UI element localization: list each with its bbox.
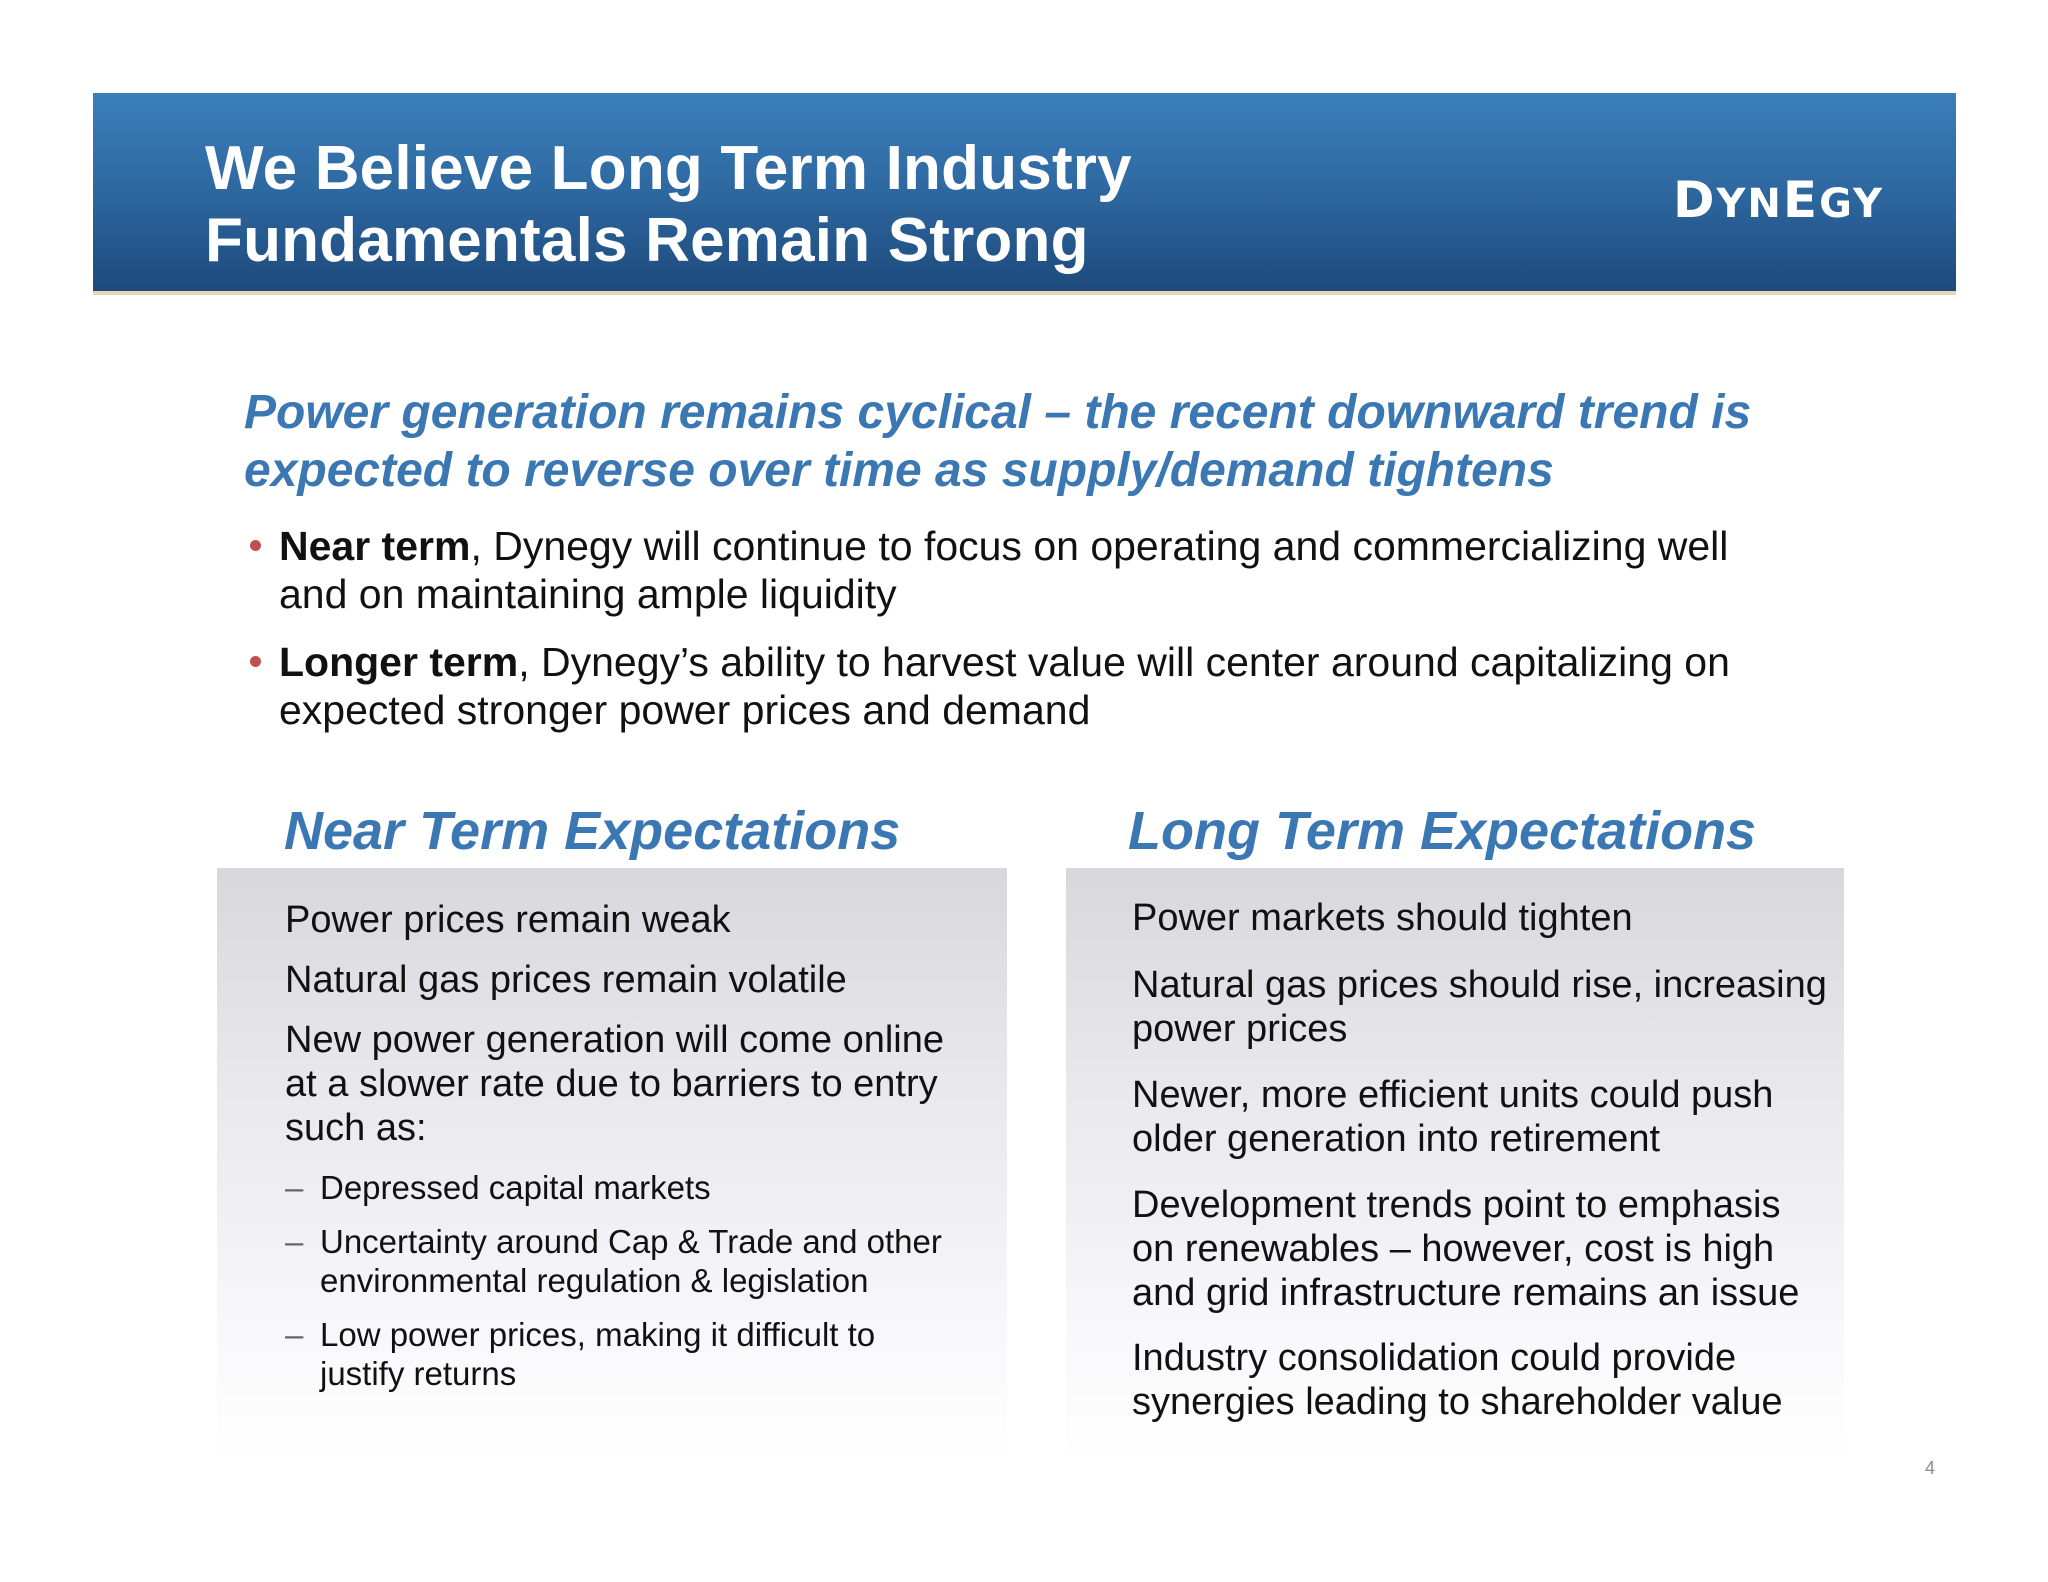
- near-term-item-line: at a slower rate due to barriers to entr…: [285, 1063, 938, 1105]
- dash-marker: –: [285, 1169, 304, 1206]
- bullet-text: , Dynegy will continue to focus on opera…: [470, 523, 1729, 569]
- bullet-bold-label: Near term: [279, 523, 471, 569]
- near-term-sub-item: – Uncertainty around Cap & Trade and oth…: [285, 1222, 942, 1300]
- bullet-dot-icon: [250, 540, 261, 551]
- long-term-item-line: power prices: [1132, 1008, 1348, 1050]
- sub-item-line: environmental regulation & legislation: [320, 1262, 869, 1299]
- near-term-item-line: such as:: [285, 1107, 427, 1149]
- sub-item-line: Depressed capital markets: [320, 1169, 711, 1206]
- near-term-sub-item: – Depressed capital markets: [285, 1168, 711, 1207]
- near-term-item-line: Natural gas prices remain volatile: [285, 959, 847, 1001]
- near-term-item-line: New power generation will come online: [285, 1019, 945, 1061]
- subtitle-line-2: expected to reverse over time as supply/…: [244, 444, 1554, 497]
- near-term-sub-item: – Low power prices, making it difficult …: [285, 1315, 875, 1393]
- long-term-item-line: and grid infrastructure remains an issue: [1132, 1272, 1800, 1314]
- logo-letters-yn: YN: [1716, 181, 1783, 227]
- near-term-heading: Near Term Expectations: [284, 801, 901, 861]
- dynegy-logo: DYNEGY: [1673, 171, 1884, 229]
- logo-letters-gy: GY: [1819, 181, 1884, 227]
- near-term-item: Power prices remain weak: [285, 898, 731, 942]
- bullet-bold-label: Longer term: [279, 639, 519, 685]
- sub-item-line: Low power prices, making it difficult to: [320, 1316, 876, 1353]
- logo-letter-e: E: [1782, 171, 1820, 229]
- dash-marker: –: [285, 1223, 304, 1260]
- long-term-heading: Long Term Expectations: [1128, 801, 1757, 861]
- summary-bullet-longer-term: Longer term, Dynegy’s ability to harvest…: [244, 638, 1844, 734]
- near-term-item: Natural gas prices remain volatile: [285, 958, 847, 1002]
- long-term-item: Power markets should tighten: [1132, 896, 1633, 940]
- bullet-text: , Dynegy’s ability to harvest value will…: [518, 639, 1730, 685]
- summary-bullet-near-term: Near term, Dynegy will continue to focus…: [244, 522, 1844, 618]
- long-term-item-line: on renewables – however, cost is high: [1132, 1228, 1775, 1270]
- dash-marker: –: [285, 1316, 304, 1353]
- page-number: 4: [1925, 1458, 1936, 1478]
- near-term-panel: Power prices remain weak Natural gas pri…: [217, 868, 1007, 1462]
- long-term-item-line: Development trends point to emphasis: [1132, 1184, 1781, 1226]
- bullet-text-line-2: expected stronger power prices and deman…: [279, 687, 1091, 733]
- subtitle-line-1: Power generation remains cyclical – the …: [244, 386, 1752, 439]
- near-term-item: New power generation will come online at…: [285, 1018, 944, 1150]
- long-term-item: Development trends point to emphasis on …: [1132, 1183, 1799, 1315]
- sub-item-line: justify returns: [320, 1355, 517, 1392]
- long-term-item: Natural gas prices should rise, increasi…: [1132, 963, 1827, 1051]
- near-term-item-line: Power prices remain weak: [285, 899, 731, 941]
- header-banner: We Believe Long Term Industry Fundamenta…: [93, 93, 1956, 295]
- long-term-item-line: synergies leading to shareholder value: [1132, 1381, 1783, 1423]
- slide-title-line-2: Fundamentals Remain Strong: [205, 206, 1089, 275]
- sub-item-line: Uncertainty around Cap & Trade and other: [320, 1223, 942, 1260]
- summary-bullet-list: Near term, Dynegy will continue to focus…: [244, 522, 1844, 754]
- long-term-panel: Power markets should tighten Natural gas…: [1066, 868, 1844, 1462]
- long-term-item: Newer, more efficient units could push o…: [1132, 1073, 1773, 1161]
- slide-title: We Believe Long Term Industry Fundamenta…: [205, 133, 1132, 277]
- logo-letter-d: D: [1672, 171, 1717, 229]
- long-term-item-line: Industry consolidation could provide: [1132, 1337, 1737, 1379]
- long-term-item: Industry consolidation could provide syn…: [1132, 1336, 1783, 1424]
- long-term-item-line: Natural gas prices should rise, increasi…: [1132, 964, 1827, 1006]
- long-term-item-line: Power markets should tighten: [1132, 897, 1633, 939]
- long-term-item-line: older generation into retirement: [1132, 1118, 1661, 1160]
- bullet-dot-icon: [250, 656, 261, 667]
- bullet-text-line-2: and on maintaining ample liquidity: [279, 571, 897, 617]
- slide-subtitle: Power generation remains cyclical – the …: [244, 384, 1844, 500]
- long-term-item-line: Newer, more efficient units could push: [1132, 1074, 1774, 1116]
- slide-title-line-1: We Believe Long Term Industry: [205, 134, 1132, 203]
